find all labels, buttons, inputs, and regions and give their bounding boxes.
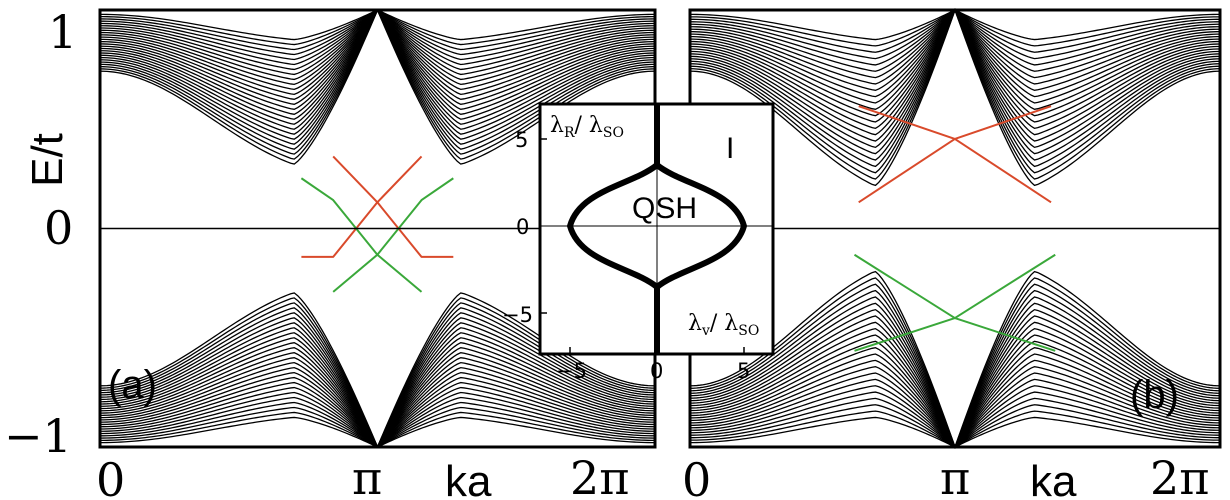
panel-a-bulk-band [99, 416, 656, 448]
panel-a-bulk-band [99, 9, 656, 46]
xtick-b-0: 0 [682, 453, 711, 500]
panel-b-edge-state [858, 105, 1052, 204]
panel-b-edge-state [858, 105, 1052, 204]
ytick-1: 1 [48, 5, 77, 59]
inset-xtick-0: 0 [650, 359, 663, 383]
inset-region-qsh: QSH [632, 192, 697, 225]
xtick-a-2pi: 2π [570, 451, 630, 500]
panel-a-bulk-band [99, 9, 656, 76]
inset-phase-diagram: −5 0 5 5 0 −5 QSH I λR/ λSO λv/ λSO [502, 102, 775, 383]
panel-a-bulk-band [99, 9, 656, 71]
panel-b: (b) [688, 8, 1222, 449]
panel-b-bulk-band [689, 8, 1221, 85]
y-axis-label: E/t [23, 133, 72, 187]
panel-b-bulk-band [689, 9, 1221, 53]
panel-b-bulk-band [689, 9, 1221, 79]
xtick-b-2pi: 2π [1150, 451, 1210, 500]
ytick-0: 0 [44, 201, 73, 255]
panel-b-edge-state [854, 253, 1056, 352]
panel-b-edge-states [853, 105, 1056, 352]
panel-a-bulk-band [99, 381, 656, 448]
panel-b-bulk-band [689, 416, 1221, 448]
x-axis-label-b: ka [1030, 457, 1077, 500]
xtick-b-pi: π [940, 451, 970, 500]
panel-a-bulk-band [99, 411, 656, 448]
panel-a-edge-state [332, 155, 454, 258]
panel-a-bulk-band [99, 386, 656, 448]
inset-ylabel: λR/ λSO [550, 113, 624, 141]
panel-a-label: (a) [108, 363, 157, 407]
inset-xtick-5: 5 [737, 359, 750, 383]
inset-ytick-m5: −5 [502, 303, 533, 327]
inset-xtick-m5: −5 [556, 359, 587, 383]
panel-b-bulk-bands [689, 8, 1221, 449]
panel-a-bulk-band [99, 396, 656, 448]
inset-xlabel: λv/ λSO [688, 311, 759, 339]
panel-b-label: (b) [1130, 373, 1179, 417]
panel-b-bulk-band [689, 8, 1221, 98]
inset-phase-boundary-loop [566, 161, 748, 291]
panel-a-bulk-band [99, 8, 656, 101]
panel-a-edge-state [300, 177, 423, 293]
panel-a-bulk-band [99, 9, 656, 61]
panel-a-edge-states [300, 155, 454, 293]
panel-a-bulk-band [99, 9, 656, 41]
xtick-a-0: 0 [96, 453, 125, 500]
panel-a-edge-state [332, 177, 454, 293]
inset-ytick-5: 5 [515, 128, 528, 152]
panel-a-edge-state [301, 155, 423, 258]
panel-b-bulk-band [689, 9, 1221, 66]
inset-region-i: I [726, 132, 734, 165]
panel-b-bulk-band [689, 9, 1221, 41]
x-axis-label-a: ka [445, 457, 492, 500]
inset-ytick-0: 0 [516, 215, 529, 239]
panel-a-bulk-bands [99, 8, 656, 449]
xtick-a-pi: π [352, 451, 382, 500]
panel-a: (a) [98, 8, 657, 449]
ytick-minus-1: −1 [4, 409, 72, 463]
